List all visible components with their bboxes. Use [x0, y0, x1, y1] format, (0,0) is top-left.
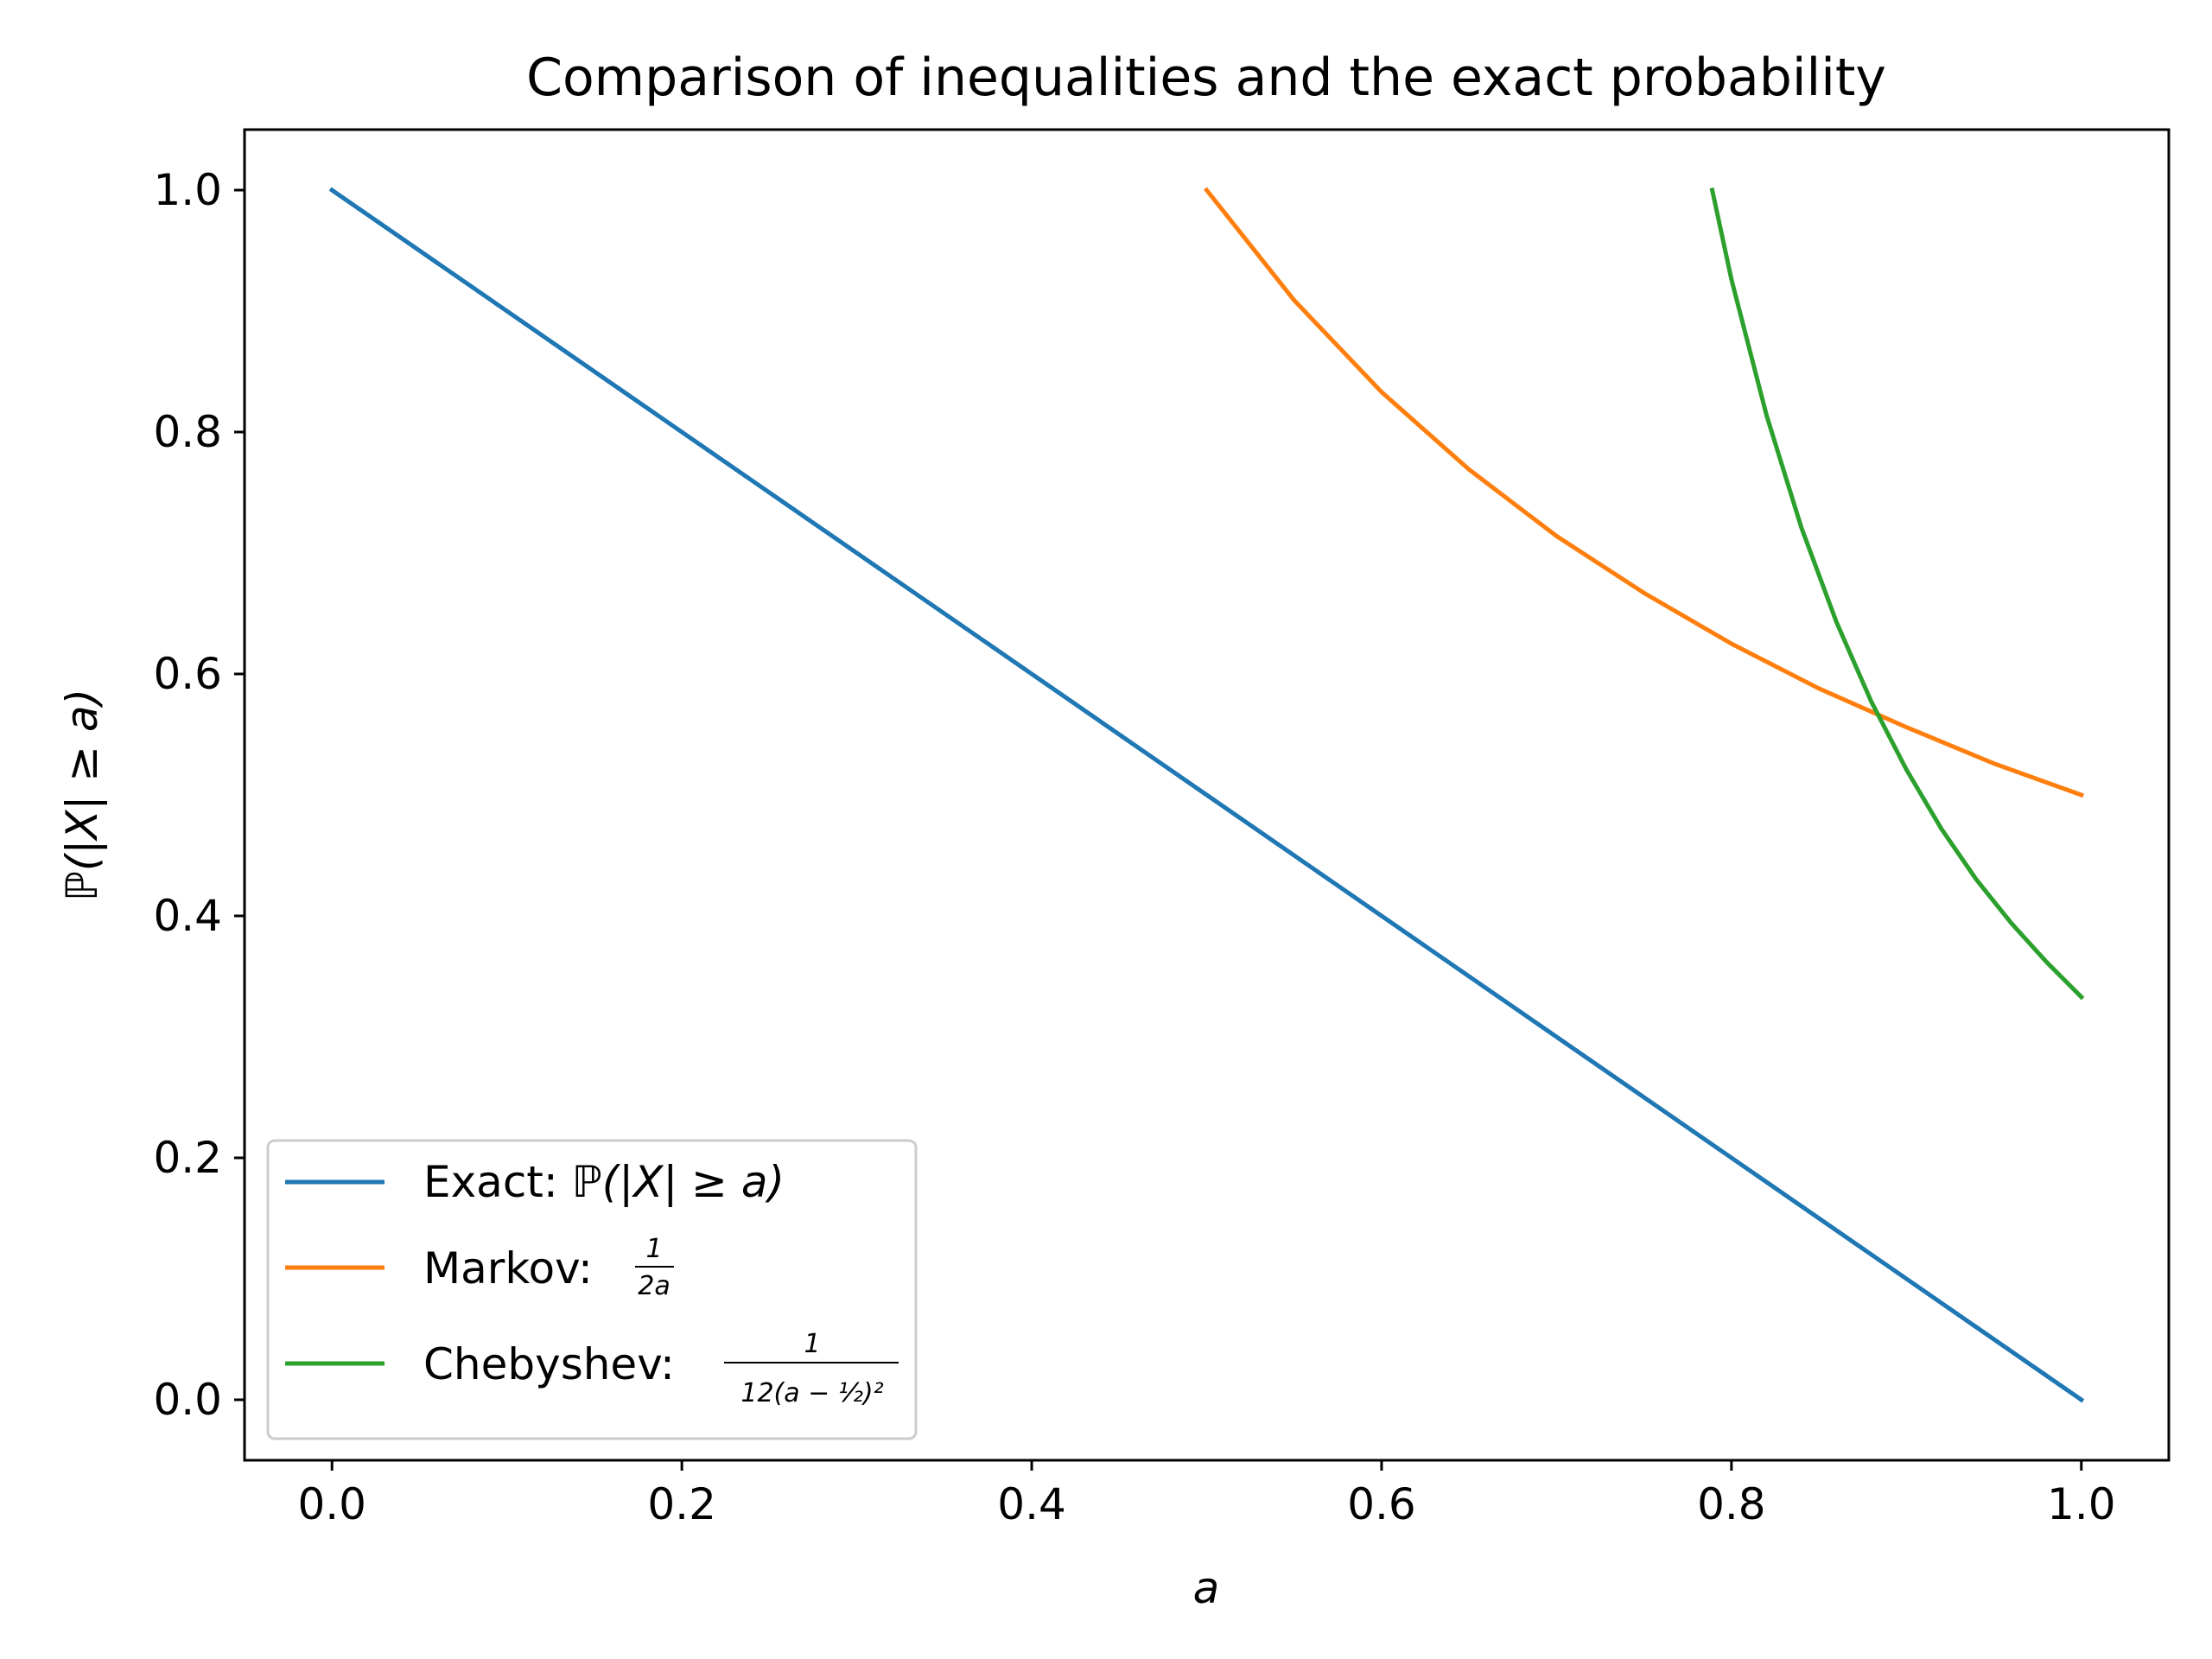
- chart-title: Comparison of inequalities and the exact…: [526, 48, 1886, 108]
- x-tick-label-4: 0.8: [1697, 1479, 1766, 1529]
- y-tick-label-2: 0.4: [153, 891, 222, 941]
- y-axis-label: ℙ(|X| ≥ a): [57, 689, 107, 901]
- y-axis-ticks: 0.0 0.2 0.4 0.6 0.8 1.0: [153, 165, 245, 1425]
- y-tick-label-1: 0.2: [153, 1133, 222, 1183]
- legend: Exact: ℙ(|X| ≥ a) Markov: 1 2a Chebyshev…: [266, 1139, 918, 1440]
- legend-label-exact: Exact: ℙ(|X| ≥ a): [423, 1157, 785, 1207]
- y-tick-label-0: 0.0: [153, 1375, 222, 1425]
- x-tick-label-1: 0.2: [647, 1479, 716, 1529]
- x-axis-label: a: [1193, 1563, 1220, 1613]
- y-tick-label-3: 0.6: [153, 649, 222, 699]
- x-tick-label-5: 1.0: [2047, 1479, 2116, 1529]
- x-tick-label-2: 0.4: [997, 1479, 1066, 1529]
- legend-exact-math: ℙ(|X| ≥ a): [572, 1157, 785, 1207]
- y-tick-label-4: 0.8: [153, 407, 222, 457]
- legend-box: [266, 1139, 918, 1440]
- y-tick-label-5: 1.0: [153, 165, 222, 215]
- series-line-2: [1709, 188, 2085, 1001]
- legend-markov-numerator: 1: [645, 1234, 662, 1264]
- legend-label-markov: Markov:: [423, 1243, 593, 1294]
- x-axis-ticks: 0.0 0.2 0.4 0.6 0.8 1.0: [297, 1460, 2116, 1529]
- legend-markov-denominator: 2a: [638, 1271, 670, 1301]
- series-layer: [328, 187, 2085, 1403]
- plot-frame: [243, 128, 2171, 1462]
- x-tick-label-3: 0.6: [1347, 1479, 1416, 1529]
- x-tick-label-0: 0.0: [297, 1479, 366, 1529]
- legend-exact-prefix: Exact:: [423, 1157, 572, 1207]
- series-line-1: [1203, 187, 2084, 798]
- legend-chebyshev-numerator: 1: [804, 1329, 820, 1359]
- legend-label-chebyshev: Chebyshev:: [423, 1339, 675, 1389]
- legend-chebyshev-denominator: 12(a − ½)²: [741, 1378, 883, 1408]
- series-line-0: [328, 187, 2085, 1403]
